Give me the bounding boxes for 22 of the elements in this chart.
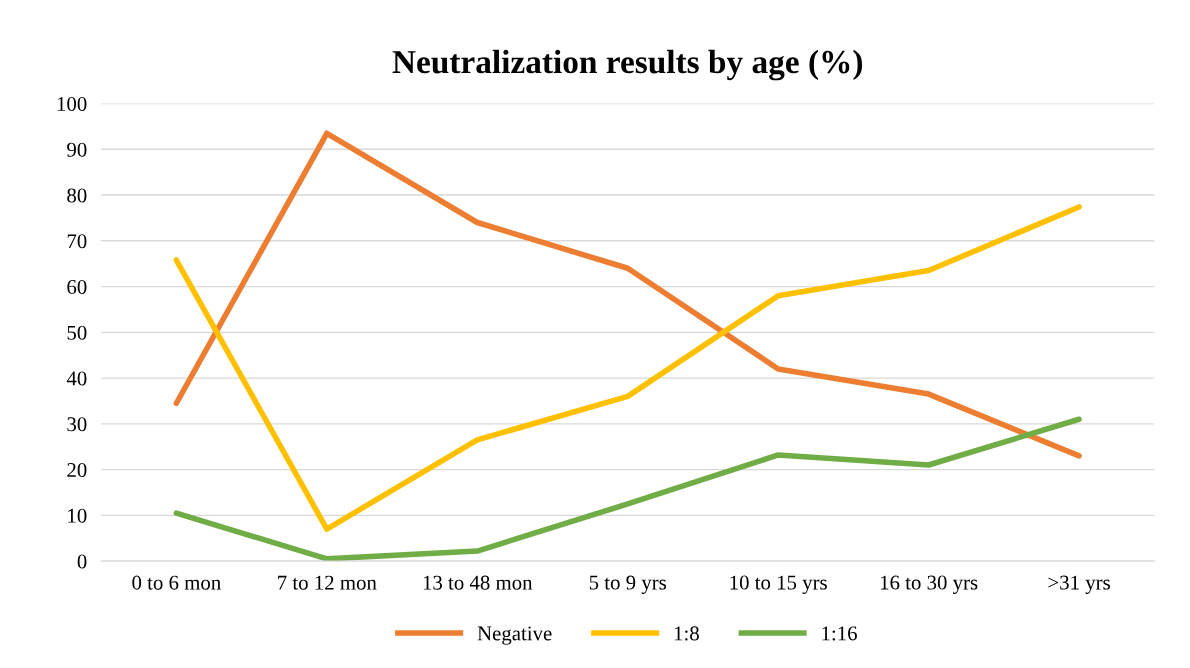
x-tick-label: 16 to 30 yrs bbox=[880, 575, 978, 594]
y-tick-label: 30 bbox=[67, 417, 87, 432]
x-tick-label: 13 to 48 mon bbox=[423, 575, 533, 590]
chart-title: Neutralization results by age (%) bbox=[392, 49, 863, 81]
y-tick-label: 10 bbox=[68, 508, 87, 523]
y-tick-label: 0 bbox=[77, 554, 87, 569]
y-tick-label: 70 bbox=[67, 234, 87, 249]
y-tick-label: 90 bbox=[67, 142, 87, 157]
legend-label: Negative bbox=[477, 626, 552, 645]
legend-label: 1:8 bbox=[674, 626, 699, 641]
legend-label: 1:16 bbox=[822, 626, 857, 641]
y-tick-label: 100 bbox=[57, 96, 87, 111]
x-tick-label: >31 yrs bbox=[1048, 575, 1110, 594]
x-tick-label: 10 to 15 yrs bbox=[730, 575, 827, 594]
x-tick-label: 0 to 6 mon bbox=[132, 575, 221, 590]
x-tick-label: 7 to 12 mon bbox=[278, 575, 377, 590]
y-tick-label: 20 bbox=[67, 462, 87, 478]
y-tick-label: 50 bbox=[67, 325, 87, 340]
y-tick-label: 80 bbox=[67, 188, 87, 203]
y-tick-label: 60 bbox=[67, 279, 87, 295]
y-tick-label: 40 bbox=[66, 371, 87, 386]
x-tick-label: 5 to 9 yrs bbox=[589, 575, 667, 594]
